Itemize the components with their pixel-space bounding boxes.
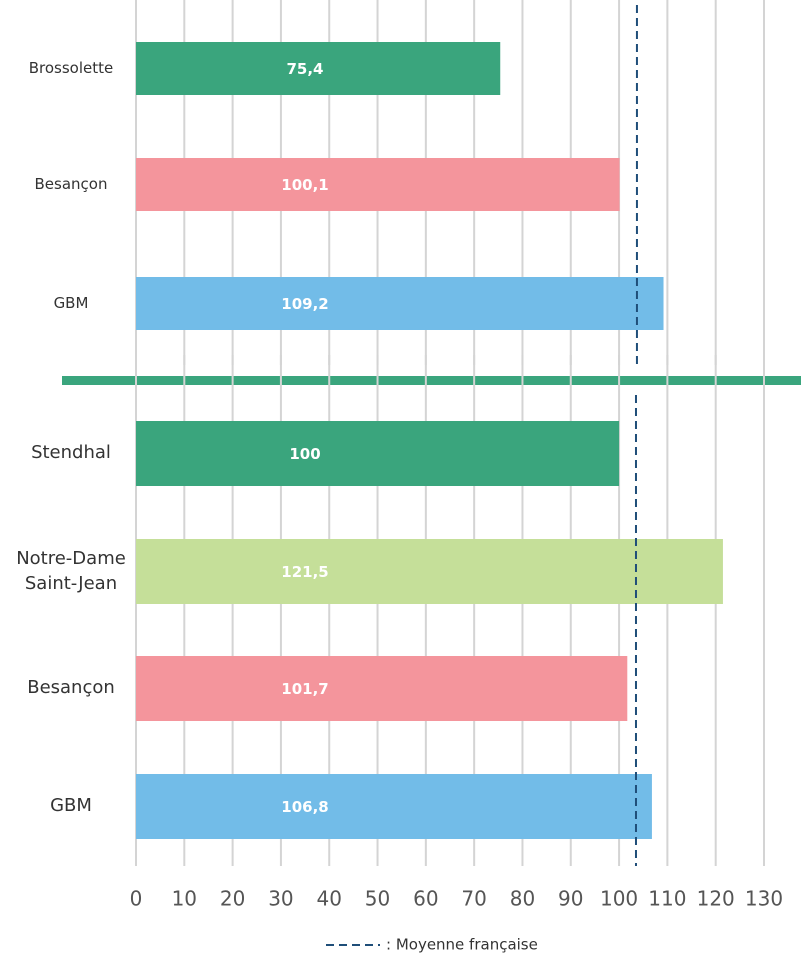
x-tick-label: 90 xyxy=(558,887,583,911)
category-label: Besançon xyxy=(27,677,115,699)
bar xyxy=(136,421,620,486)
x-tick-label: 110 xyxy=(648,887,686,911)
x-tick-label: 120 xyxy=(697,887,735,911)
x-tick-label: 20 xyxy=(220,887,245,911)
bar xyxy=(136,656,628,721)
x-tick-label: 130 xyxy=(745,887,783,911)
x-tick-label: 80 xyxy=(510,887,535,911)
bar xyxy=(136,277,664,330)
x-tick-label: 10 xyxy=(172,887,197,911)
x-tick-label: 100 xyxy=(600,887,638,911)
x-tick-label: 50 xyxy=(365,887,390,911)
category-label: Besançon xyxy=(34,175,108,194)
x-tick-label: 40 xyxy=(317,887,342,911)
category-label: GBM xyxy=(53,294,89,313)
bar xyxy=(136,539,723,604)
bar xyxy=(136,158,620,211)
bar xyxy=(136,42,501,95)
bar-value-label: 101,7 xyxy=(281,680,328,698)
legend-label: : Moyenne française xyxy=(386,936,538,954)
category-label: Notre-Dame Saint-Jean xyxy=(16,548,126,594)
bar-value-label: 100 xyxy=(289,445,320,463)
bar-value-label: 75,4 xyxy=(286,60,323,78)
bar-value-label: 100,1 xyxy=(281,176,328,194)
x-tick-label: 0 xyxy=(130,887,143,911)
category-label: GBM xyxy=(50,795,92,817)
bar xyxy=(136,774,652,839)
x-tick-label: 60 xyxy=(413,887,438,911)
category-label: Brossolette xyxy=(28,59,114,78)
bar-value-label: 109,2 xyxy=(281,295,328,313)
bar-value-label: 106,8 xyxy=(281,798,328,816)
bar-value-label: 121,5 xyxy=(281,563,328,581)
category-label: Stendhal xyxy=(31,442,111,464)
x-tick-label: 30 xyxy=(268,887,293,911)
separator xyxy=(62,376,801,385)
x-tick-label: 70 xyxy=(461,887,486,911)
